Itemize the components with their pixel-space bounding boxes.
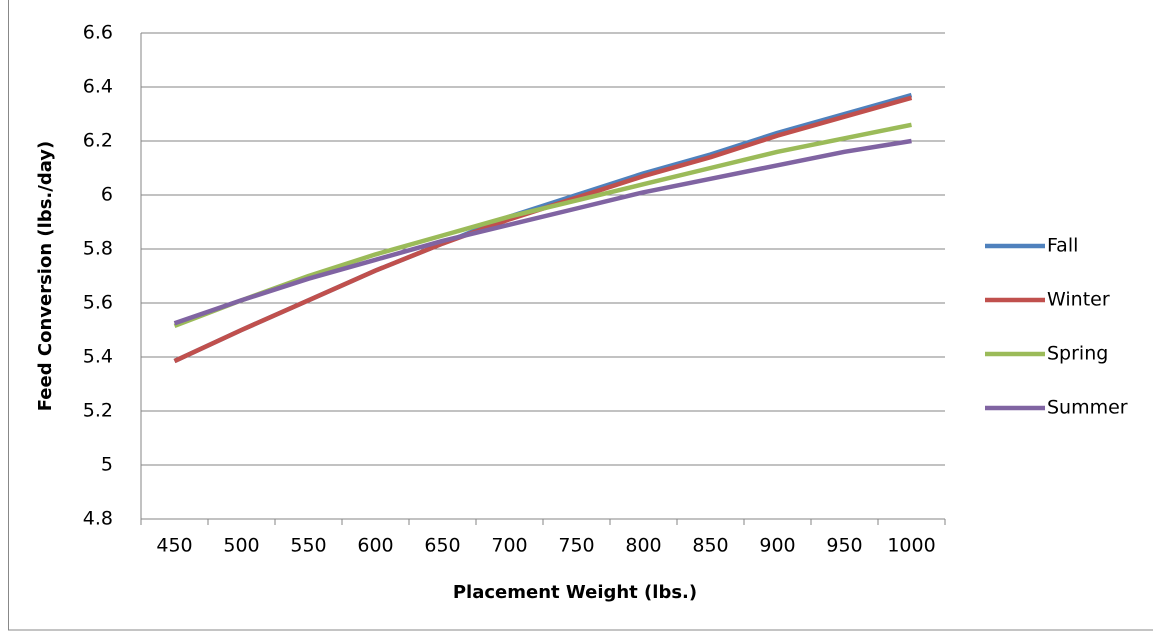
x-tick-label: 500 — [223, 535, 259, 557]
x-tick-label: 750 — [558, 535, 594, 557]
y-tick-label: 5 — [101, 454, 113, 476]
y-tick-label: 6.4 — [83, 76, 113, 98]
x-tick-label: 900 — [759, 535, 795, 557]
x-tick-label: 600 — [357, 535, 393, 557]
legend-label: Summer — [1047, 397, 1128, 419]
x-tick-label: 700 — [491, 535, 527, 557]
x-tick-label: 800 — [625, 535, 661, 557]
x-tick-label: 950 — [826, 535, 862, 557]
x-tick-label: 550 — [290, 535, 326, 557]
y-tick-label: 6 — [101, 184, 113, 206]
legend-label: Winter — [1047, 289, 1110, 311]
y-tick-label: 5.6 — [83, 292, 113, 314]
y-tick-label: 4.8 — [83, 508, 113, 530]
legend-label: Spring — [1047, 343, 1108, 365]
legend-label: Fall — [1047, 235, 1078, 257]
y-tick-label: 6.2 — [83, 130, 113, 152]
x-tick-label: 650 — [424, 535, 460, 557]
x-tick-label: 850 — [692, 535, 728, 557]
x-axis-title: Placement Weight (lbs.) — [453, 582, 697, 603]
x-tick-label: 1000 — [887, 535, 935, 557]
y-axis-title: Feed Conversion (lbs./day) — [35, 141, 56, 412]
y-tick-label: 5.8 — [83, 238, 113, 260]
series-line — [173, 138, 912, 326]
y-tick-label: 5.2 — [83, 400, 113, 422]
x-tick-label: 450 — [156, 535, 192, 557]
y-tick-label: 5.4 — [83, 346, 113, 368]
y-tick-label: 6.6 — [83, 22, 113, 44]
